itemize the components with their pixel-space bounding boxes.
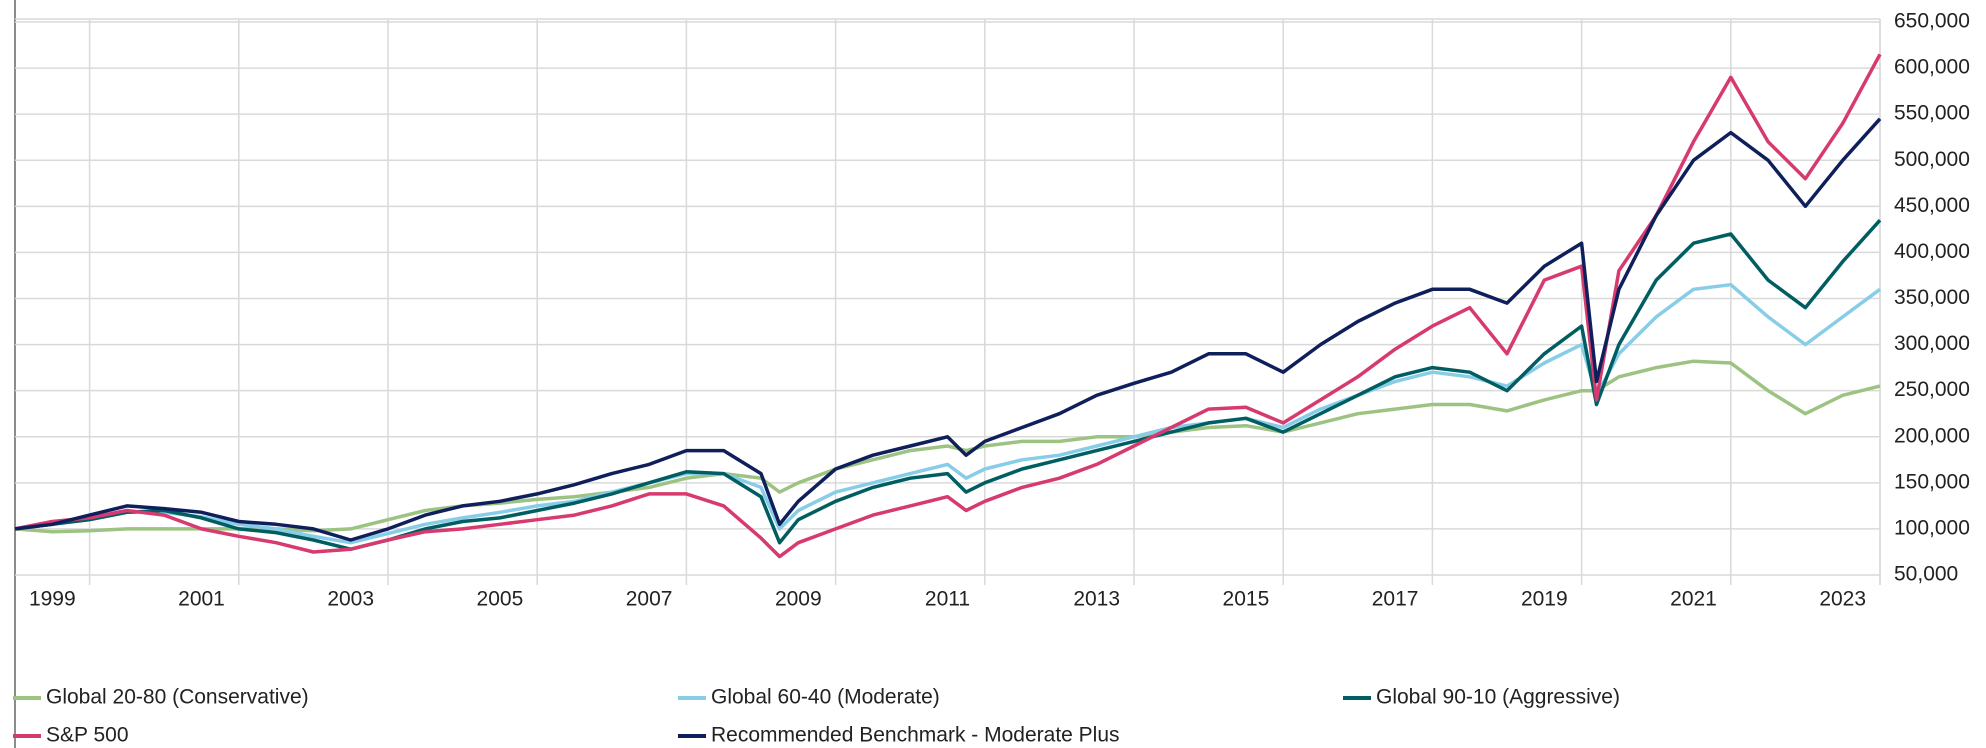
y-tick-label: 450,000 <box>1894 194 1970 217</box>
legend-label: Global 90-10 (Aggressive) <box>1376 686 1620 709</box>
x-tick-label: 2019 <box>1521 588 1568 611</box>
y-tick-label: 550,000 <box>1894 102 1970 125</box>
series-line <box>14 219 1882 551</box>
series-line <box>14 117 1882 542</box>
legend-label: S&P 500 <box>46 724 129 747</box>
legend-label: Recommended Benchmark - Moderate Plus <box>711 724 1120 747</box>
x-tick-label: 2023 <box>1819 588 1866 611</box>
x-tick-label: 2021 <box>1670 588 1717 611</box>
legend-label: Global 20-80 (Conservative) <box>46 686 309 709</box>
y-tick-label: 150,000 <box>1894 470 1970 493</box>
y-tick-label: 600,000 <box>1894 56 1970 79</box>
y-tick-label: 400,000 <box>1894 240 1970 263</box>
legend-label: Global 60-40 (Moderate) <box>711 686 940 709</box>
x-tick-label: 2007 <box>626 588 673 611</box>
y-tick-label: 200,000 <box>1894 424 1970 447</box>
x-tick-label: 2015 <box>1223 588 1270 611</box>
x-tick-label: 1999 <box>29 588 76 611</box>
series-line <box>14 282 1882 545</box>
x-tick-label: 2001 <box>178 588 225 611</box>
y-tick-label: 300,000 <box>1894 332 1970 355</box>
y-tick-label: 50,000 <box>1894 563 1958 586</box>
x-tick-label: 2017 <box>1372 588 1419 611</box>
x-tick-label: 2011 <box>925 588 970 611</box>
series-line <box>14 53 1882 559</box>
y-tick-label: 250,000 <box>1894 378 1970 401</box>
x-tick-label: 2003 <box>327 588 374 611</box>
y-tick-label: 650,000 <box>1894 10 1970 33</box>
x-tick-label: 2005 <box>477 588 524 611</box>
y-tick-label: 500,000 <box>1894 148 1970 171</box>
x-tick-label: 2009 <box>775 588 822 611</box>
y-tick-label: 350,000 <box>1894 286 1970 309</box>
x-tick-label: 2013 <box>1073 588 1120 611</box>
y-tick-label: 100,000 <box>1894 516 1970 539</box>
